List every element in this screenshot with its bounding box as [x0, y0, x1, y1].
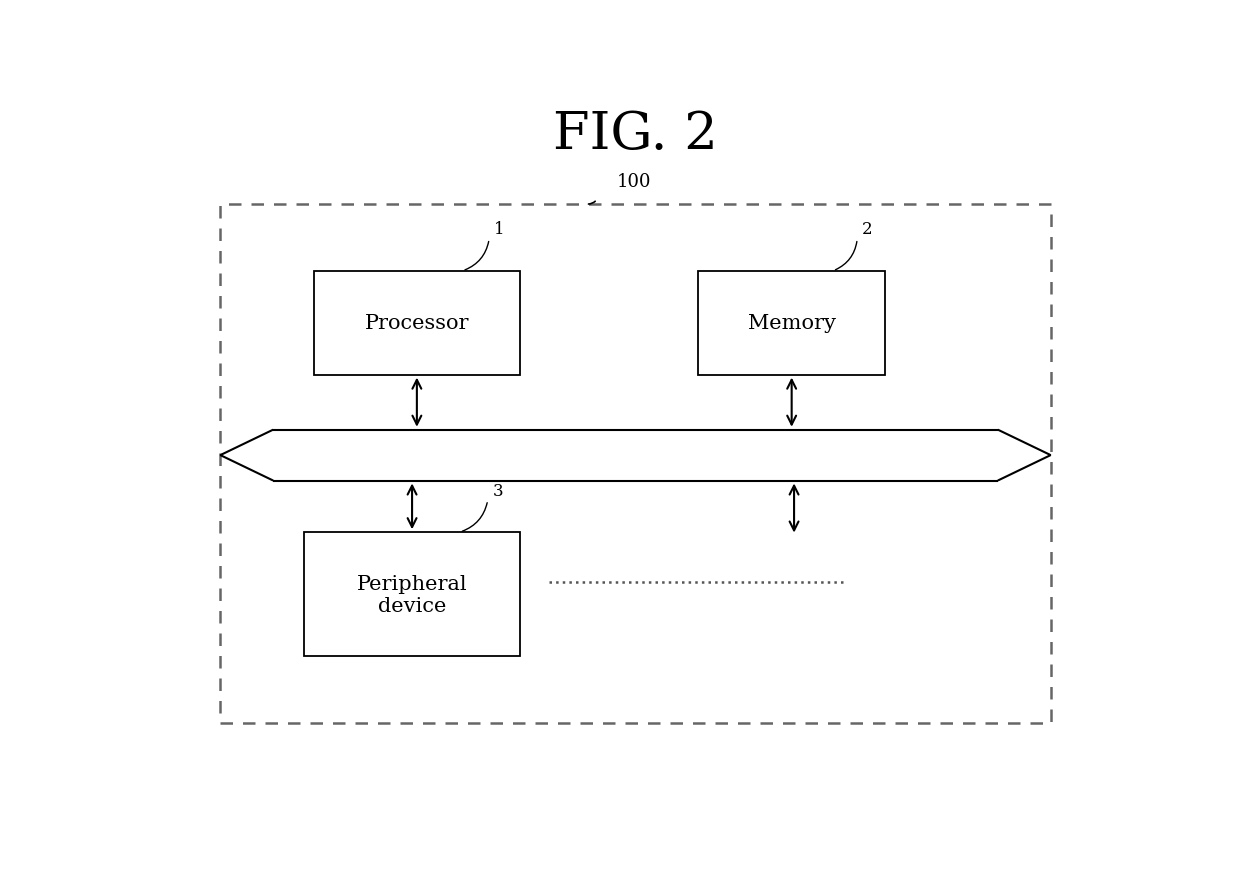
Text: 100: 100 [616, 173, 651, 191]
Text: Memory: Memory [748, 314, 836, 333]
Bar [698, 271, 885, 375]
Text: 2: 2 [862, 221, 873, 238]
Text: 3: 3 [492, 482, 503, 499]
Text: FIG. 2: FIG. 2 [553, 109, 718, 160]
Text: Peripheral
device: Peripheral device [357, 574, 467, 615]
Bar [314, 271, 521, 375]
Text: 1: 1 [494, 221, 505, 238]
Bar [304, 533, 521, 656]
Text: Processor: Processor [365, 314, 469, 333]
Bar [221, 204, 1050, 723]
